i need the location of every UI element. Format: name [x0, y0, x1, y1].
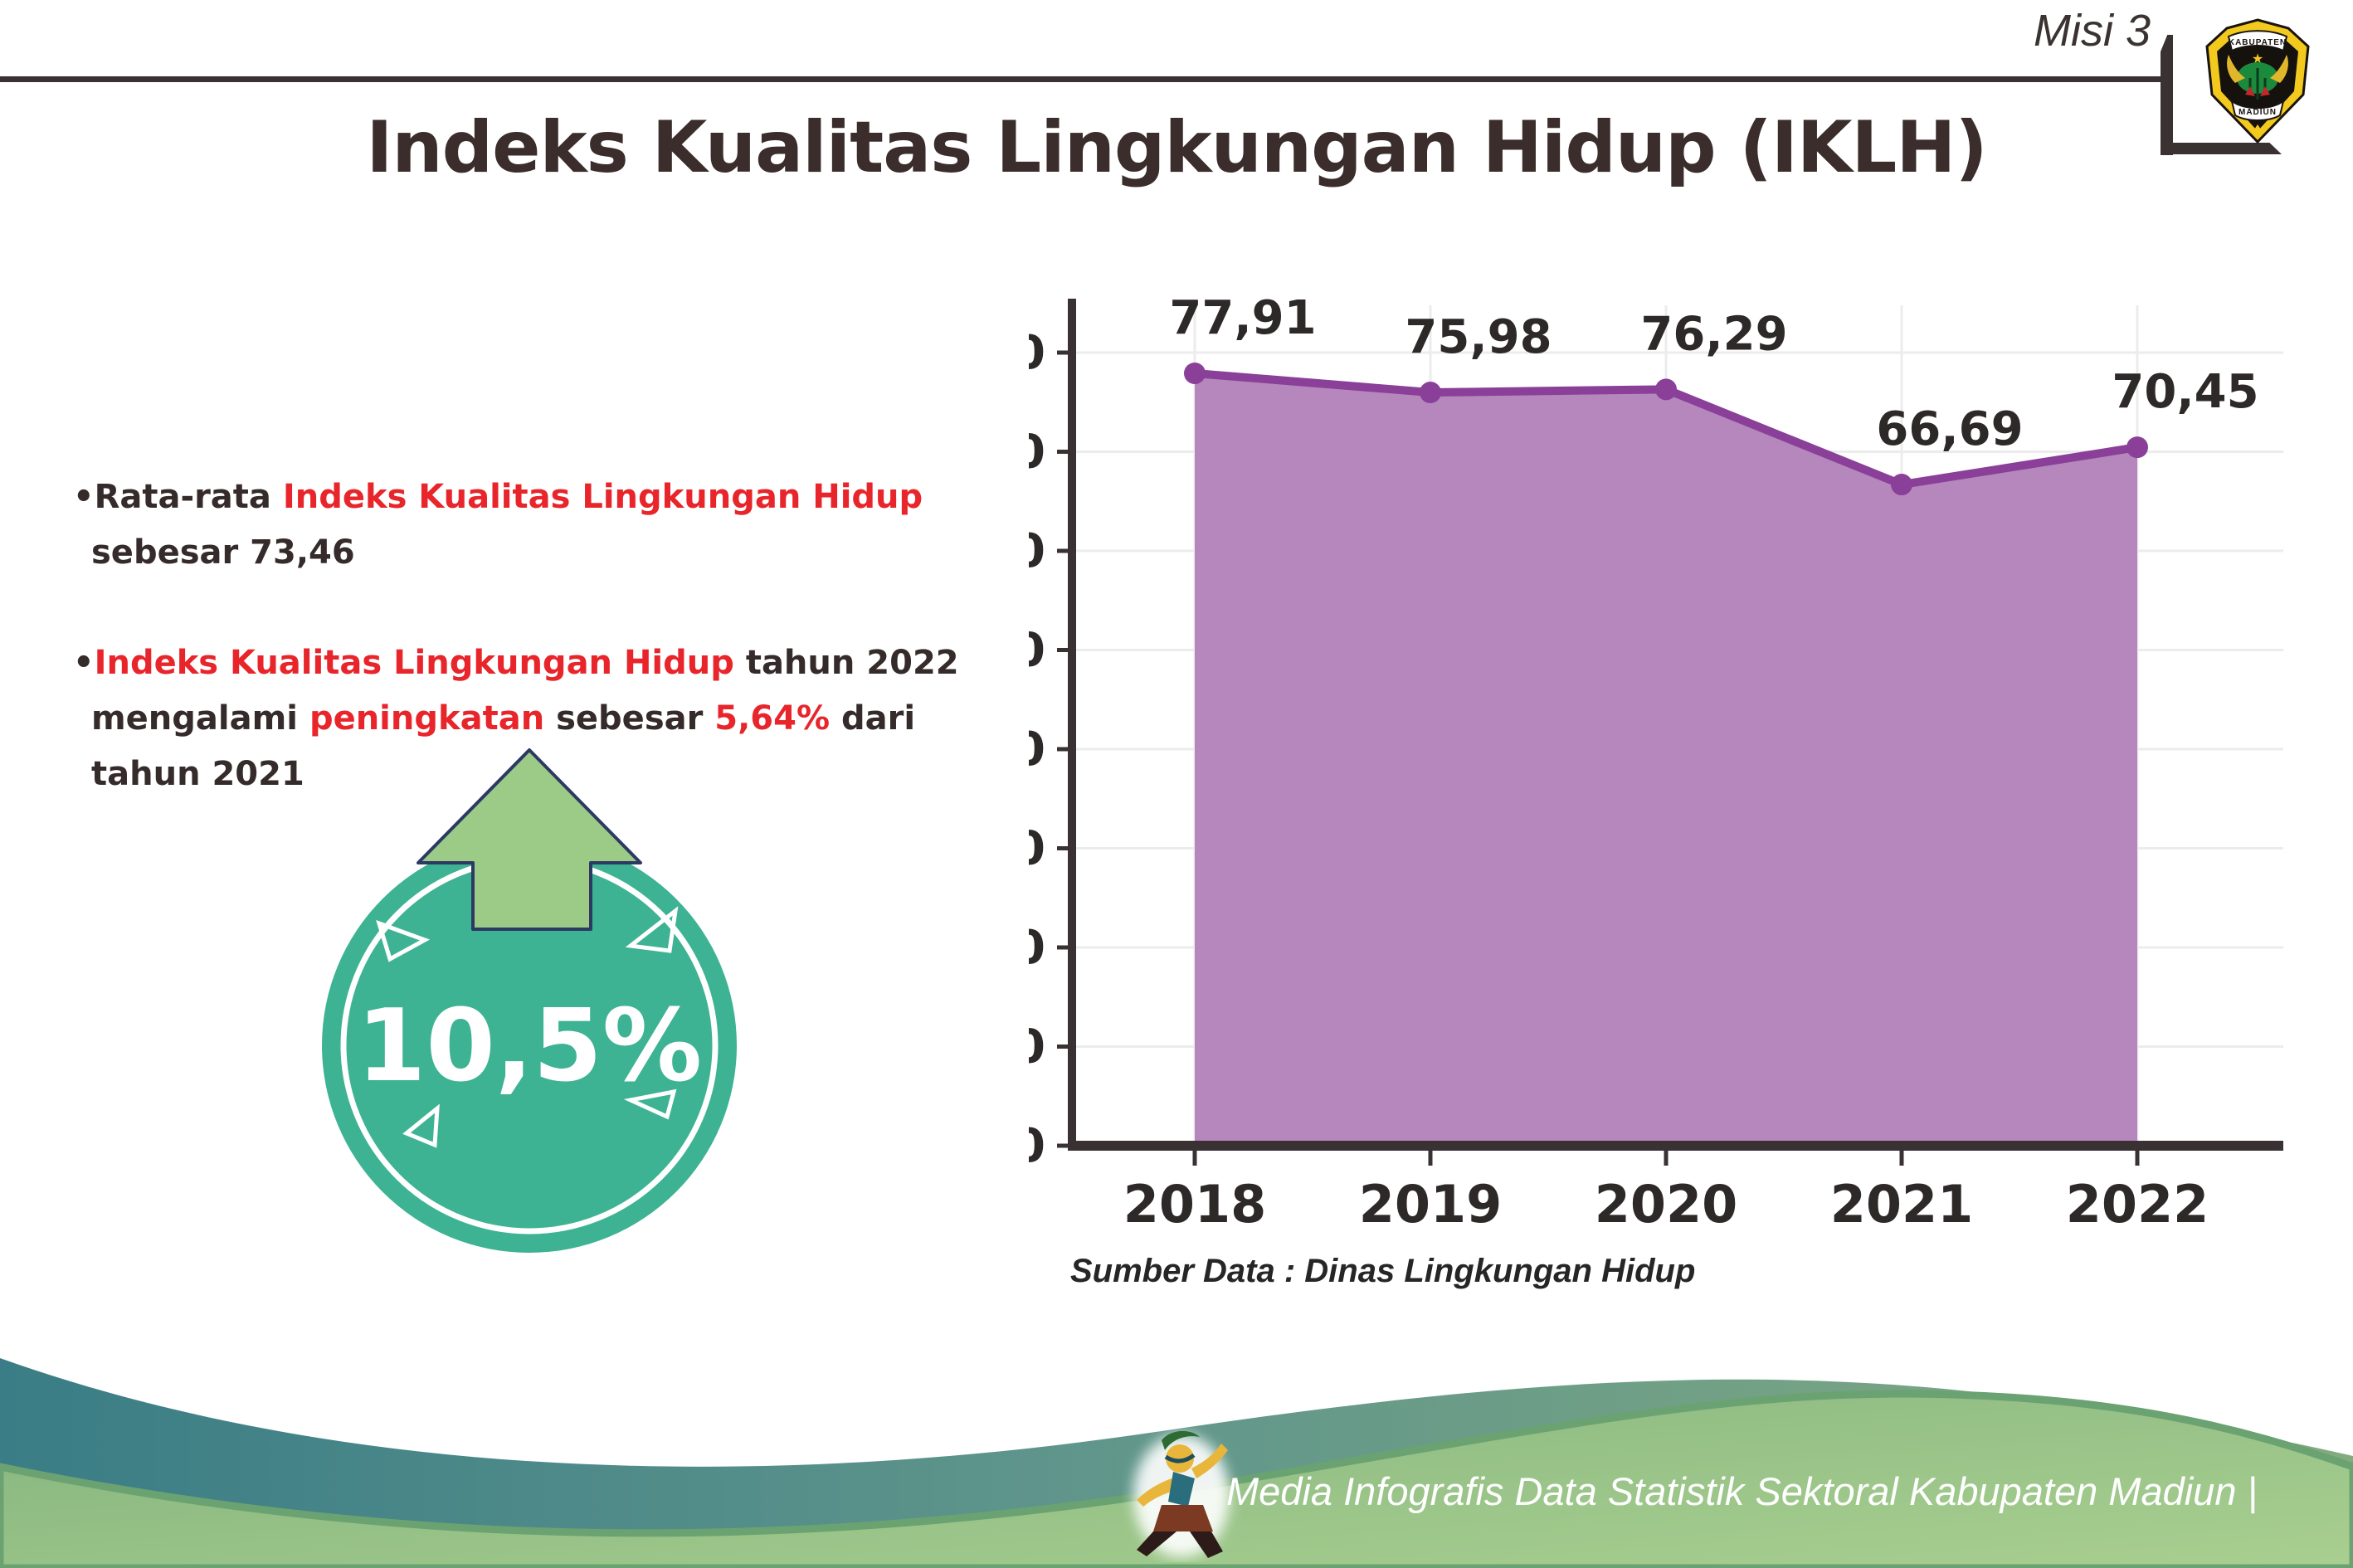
mascot-skirt — [1153, 1505, 1213, 1531]
bullet-line: tahun 2021 — [73, 747, 1019, 802]
logo-red-left — [2245, 86, 2255, 96]
header-rule — [0, 76, 2164, 82]
data-point — [1420, 382, 1441, 404]
bullet-text-highlight: peningkatan — [309, 699, 545, 738]
logo-right-wing — [2270, 55, 2288, 83]
badge-sparkle — [625, 906, 679, 953]
value-label: 70,45 — [2112, 365, 2258, 419]
x-tick-label: 2018 — [1123, 1174, 1267, 1234]
value-label: 76,29 — [1640, 307, 1787, 361]
bullet-line: sebesar 73,46 — [73, 525, 1019, 581]
x-tick-label: 2022 — [2066, 1174, 2209, 1234]
iklh-area-chart: 0 10 20 30 40 50 60 70 80 2018 2019 2020 2021 2022 77,… — [1029, 291, 2283, 1234]
logo-top-banner — [2227, 30, 2288, 52]
y-tick-label: 70 — [1029, 426, 1045, 480]
footer-caption: Media Infografis Data Statistik Sektoral… — [1226, 1469, 2258, 1513]
y-tick-label: 0 — [1029, 1119, 1045, 1173]
bullet-line: mengalami peningkatan sebesar 5,64% dari — [73, 691, 1019, 747]
mascot-sash — [1168, 1472, 1195, 1507]
y-tick-label: 20 — [1029, 921, 1045, 975]
bullet-text: dari — [830, 699, 916, 738]
bullet-text-highlight: Indeks Kualitas Lingkungan Hidup — [282, 478, 923, 516]
mascot-left-arm — [1137, 1478, 1176, 1507]
bullet-average-iklh: •Rata-rata Indeks Kualitas Lingkungan Hi… — [73, 470, 1019, 581]
data-point — [1891, 474, 1912, 496]
mascot-face — [1166, 1444, 1194, 1473]
logo-red-right — [2260, 86, 2270, 96]
page-title: Indeks Kualitas Lingkungan Hidup (IKLH) — [366, 106, 1987, 189]
badge-percentage: 10,5% — [357, 989, 702, 1104]
data-point — [1184, 362, 1206, 384]
bullet-text: •Rata-rata — [73, 478, 283, 516]
y-tick-label: 50 — [1029, 624, 1045, 678]
badge-sparkle — [402, 1103, 440, 1148]
mascot-right-leg — [1190, 1531, 1223, 1558]
data-point — [1655, 378, 1677, 401]
bullet-text: sebesar 73,46 — [91, 533, 355, 572]
bullet-text: • — [73, 644, 95, 682]
bullet-text: mengalami — [91, 699, 309, 738]
footer-front-wave — [0, 1390, 2353, 1568]
mascot-band — [1164, 1453, 1196, 1463]
bullet-text: tahun 2022 — [733, 644, 959, 682]
y-tick-label: 30 — [1029, 822, 1045, 876]
bullet-iklh-increase: •Indeks Kualitas Lingkungan Hidup tahun … — [73, 635, 1019, 802]
logo-left-wing — [2227, 55, 2245, 83]
value-label: 77,91 — [1169, 291, 1316, 345]
logo-bottom-diamond — [2253, 124, 2263, 139]
increase-badge: 10,5% — [322, 748, 737, 1253]
up-arrow-icon — [417, 748, 642, 931]
value-label: 75,98 — [1405, 310, 1552, 364]
bullet-text: sebesar — [544, 699, 715, 738]
bullet-text-highlight: 5,64% — [714, 699, 831, 738]
logo-bottom-banner — [2230, 99, 2285, 121]
x-tick-label: 2019 — [1359, 1174, 1503, 1234]
badge-sparkle — [376, 919, 431, 962]
kabupaten-madiun-logo: KABUPATEN ★ MADIUN — [2205, 18, 2310, 144]
logo-bottom-banner-text: MADIUN — [2239, 108, 2277, 117]
y-tick-label: 60 — [1029, 524, 1045, 578]
logo-frame-vertical-bar — [2161, 35, 2173, 155]
misi-label: Misi 3 — [2033, 6, 2151, 56]
x-tick-label: 2020 — [1595, 1174, 1738, 1234]
mascot-left-leg — [1137, 1531, 1176, 1556]
badge-sparkle — [623, 1088, 677, 1120]
bullet-text: tahun 2021 — [91, 755, 304, 793]
dancer-mascot-icon — [1133, 1430, 1230, 1558]
bullet-line: •Indeks Kualitas Lingkungan Hidup tahun … — [73, 635, 1019, 691]
bullet-line: •Rata-rata Indeks Kualitas Lingkungan Hi… — [73, 470, 1019, 525]
data-point — [2126, 436, 2148, 459]
bullet-text-highlight: Indeks Kualitas Lingkungan Hidup — [94, 644, 734, 682]
source-note: Sumber Data : Dinas Lingkungan Hidup — [1070, 1253, 1696, 1289]
mascot-right-arm — [1191, 1444, 1228, 1478]
mascot-cap — [1162, 1430, 1200, 1450]
y-tick-label: 40 — [1029, 723, 1045, 777]
value-label: 66,69 — [1876, 402, 2023, 456]
y-tick-label: 80 — [1029, 326, 1045, 380]
chart-area — [1195, 373, 2137, 1147]
x-tick-label: 2021 — [1830, 1174, 1974, 1234]
logo-top-banner-text: KABUPATEN — [2229, 38, 2287, 47]
logo-frame-bottom-bar — [2161, 143, 2282, 154]
y-tick-label: 10 — [1029, 1020, 1045, 1074]
